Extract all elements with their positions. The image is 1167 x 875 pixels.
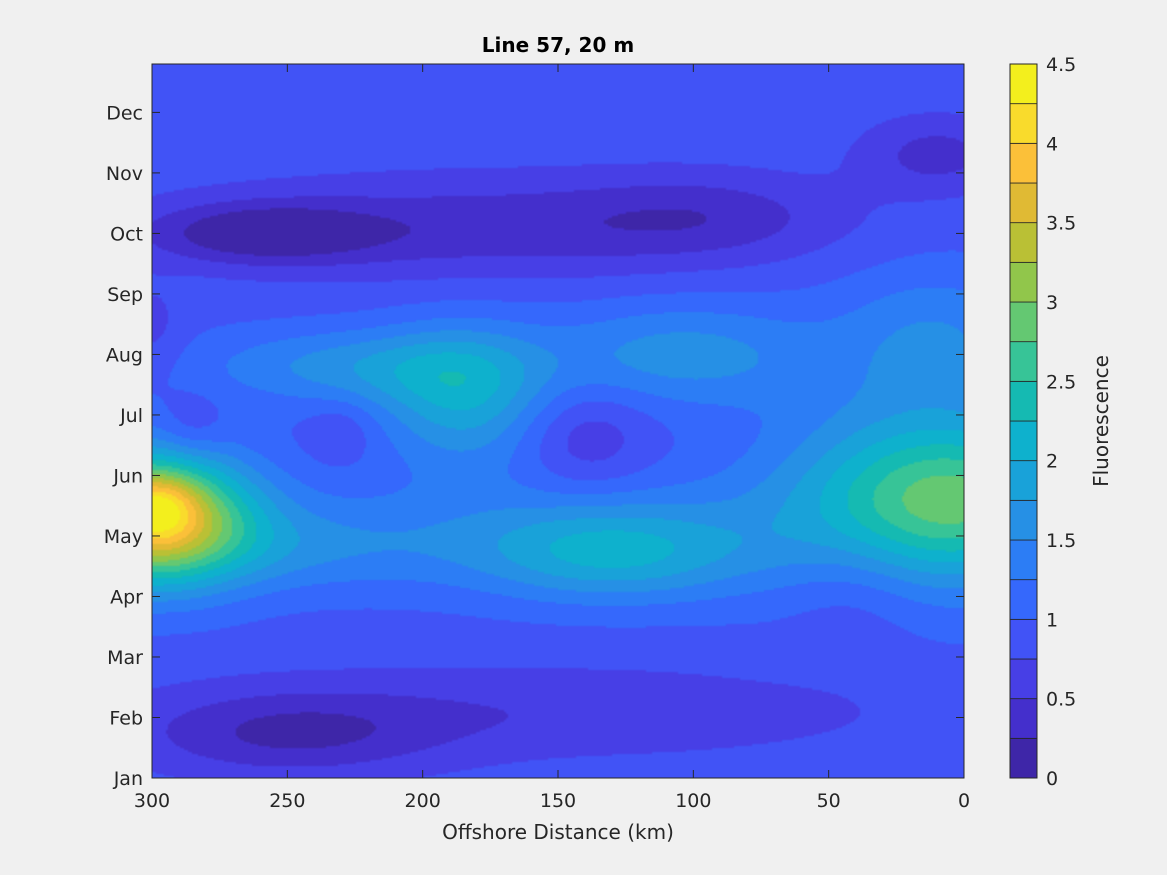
colorbar-swatches bbox=[1009, 63, 1038, 779]
x-tick-label: 300 bbox=[134, 790, 170, 812]
colorbar: 0 0.5 1 1.5 2 2.5 3 3.5 4 4.5 Fluorescence bbox=[1009, 54, 1113, 790]
y-axis: Jan Feb Mar Apr May Jun Jul Aug Sep Oct Nov Dec bbox=[104, 102, 964, 790]
contour-field bbox=[152, 64, 964, 778]
colorbar-tick-label: 2 bbox=[1046, 451, 1058, 473]
colorbar-tick-label: 0.5 bbox=[1046, 689, 1076, 711]
y-tick-label: Mar bbox=[107, 647, 143, 669]
colorbar-swatch bbox=[1009, 499, 1038, 541]
colorbar-tick-label: 0 bbox=[1046, 768, 1058, 790]
colorbar-tick-label: 1 bbox=[1046, 609, 1058, 631]
y-tick-label: Feb bbox=[109, 707, 143, 729]
colorbar-tick-label: 4.5 bbox=[1046, 54, 1076, 76]
y-tick-label: Jul bbox=[119, 405, 143, 427]
colorbar-swatch bbox=[1009, 103, 1038, 144]
colorbar-label: Fluorescence bbox=[1089, 355, 1113, 487]
x-axis-label: Offshore Distance (km) bbox=[442, 820, 674, 844]
colorbar-swatch bbox=[1009, 579, 1038, 620]
colorbar-ticks: 0 0.5 1 1.5 2 2.5 3 3.5 4 4.5 bbox=[1046, 54, 1076, 790]
colorbar-swatch bbox=[1009, 658, 1038, 700]
x-tick-label: 200 bbox=[405, 790, 441, 812]
y-tick-label: Jun bbox=[112, 465, 143, 487]
colorbar-swatch bbox=[1009, 618, 1038, 660]
y-tick-label: Apr bbox=[110, 586, 143, 608]
x-tick-label: 100 bbox=[675, 790, 711, 812]
y-tick-label: Sep bbox=[107, 284, 143, 306]
y-tick-label: Dec bbox=[106, 102, 143, 124]
colorbar-swatch bbox=[1009, 222, 1038, 263]
colorbar-swatch bbox=[1009, 539, 1038, 581]
x-axis: 300 250 200 150 100 50 0 bbox=[134, 64, 970, 812]
x-tick-label: 250 bbox=[269, 790, 305, 812]
colorbar-swatch bbox=[1009, 182, 1038, 224]
colorbar-frame bbox=[1009, 63, 1038, 779]
colorbar-swatch bbox=[1009, 341, 1038, 382]
colorbar-tick-label: 3.5 bbox=[1046, 213, 1076, 235]
colorbar-swatch bbox=[1009, 420, 1038, 462]
colorbar-swatch bbox=[1009, 460, 1038, 501]
y-tick-label: May bbox=[104, 526, 143, 548]
x-tick-label: 150 bbox=[540, 790, 576, 812]
colorbar-tick-label: 2.5 bbox=[1046, 371, 1076, 393]
colorbar-swatch bbox=[1009, 63, 1038, 105]
colorbar-swatch bbox=[1009, 301, 1038, 343]
y-tick-label: Aug bbox=[106, 344, 143, 366]
y-tick-label: Nov bbox=[106, 163, 143, 185]
y-tick-label: Oct bbox=[110, 223, 143, 245]
chart-title: Line 57, 20 m bbox=[482, 33, 634, 57]
colorbar-tick-label: 1.5 bbox=[1046, 530, 1076, 552]
plot-area bbox=[151, 63, 965, 779]
colorbar-tick-label: 3 bbox=[1046, 292, 1058, 314]
colorbar-swatch bbox=[1009, 142, 1038, 184]
x-tick-label: 50 bbox=[817, 790, 841, 812]
y-tick-label: Jan bbox=[113, 768, 143, 790]
x-tick-label: 0 bbox=[958, 790, 970, 812]
colorbar-swatch bbox=[1009, 737, 1038, 779]
colorbar-swatch bbox=[1009, 261, 1038, 303]
colorbar-tick-label: 4 bbox=[1046, 133, 1058, 155]
colorbar-swatch bbox=[1009, 380, 1038, 422]
colorbar-swatch bbox=[1009, 698, 1038, 739]
